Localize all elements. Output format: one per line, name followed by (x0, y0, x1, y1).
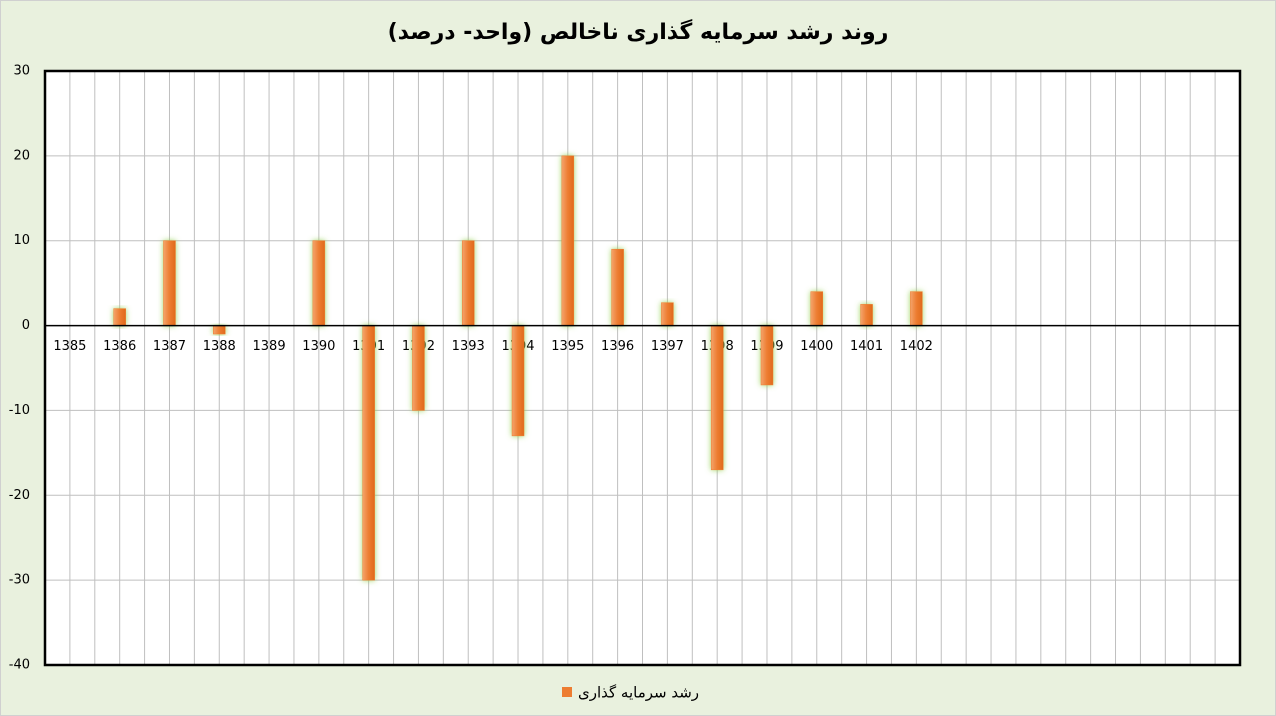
y-tick-label: 20 (13, 148, 30, 163)
x-tick-label: 1387 (153, 339, 186, 354)
bar (910, 291, 923, 326)
bar (561, 155, 575, 326)
x-tick-label: 1389 (253, 339, 286, 354)
y-tick-label: -10 (9, 403, 30, 418)
x-tick-label: 1400 (800, 339, 833, 354)
bar (760, 325, 774, 386)
bar (810, 291, 824, 326)
x-tick-label: 1396 (601, 339, 634, 354)
x-tick-label: 1401 (850, 339, 883, 354)
plot-border (43, 69, 1242, 667)
bar (213, 325, 226, 335)
y-tick-label: -40 (9, 658, 30, 673)
bar (113, 308, 126, 326)
y-tick-label: 30 (13, 64, 30, 79)
bar (412, 325, 425, 411)
legend-swatch (562, 687, 572, 697)
bar (661, 302, 674, 326)
x-tick-label: 1388 (203, 339, 236, 354)
y-tick-label: 10 (13, 233, 30, 248)
x-tick-label: 1395 (551, 339, 584, 354)
legend-label: رشد سرمایه گذاری (578, 684, 699, 702)
x-tick-label: 1402 (900, 339, 933, 354)
bar (362, 325, 375, 581)
bar (860, 304, 873, 326)
bar (163, 240, 176, 326)
bar (611, 248, 624, 326)
x-tick-label: 1397 (651, 339, 684, 354)
bar (511, 325, 525, 437)
x-tick-label: 1390 (302, 339, 335, 354)
y-tick-label: 0 (22, 318, 30, 333)
y-tick-label: -20 (9, 488, 30, 503)
y-tick-label: -30 (9, 573, 30, 588)
chart-title: روند رشد سرمایه گذاری ناخالص (واحد- درصد… (388, 18, 889, 45)
x-tick-label: 1393 (452, 339, 485, 354)
bar (710, 325, 724, 471)
bar (312, 240, 326, 326)
bar (461, 240, 475, 326)
x-tick-label: 1386 (103, 339, 136, 354)
x-tick-label: 1385 (53, 339, 86, 354)
